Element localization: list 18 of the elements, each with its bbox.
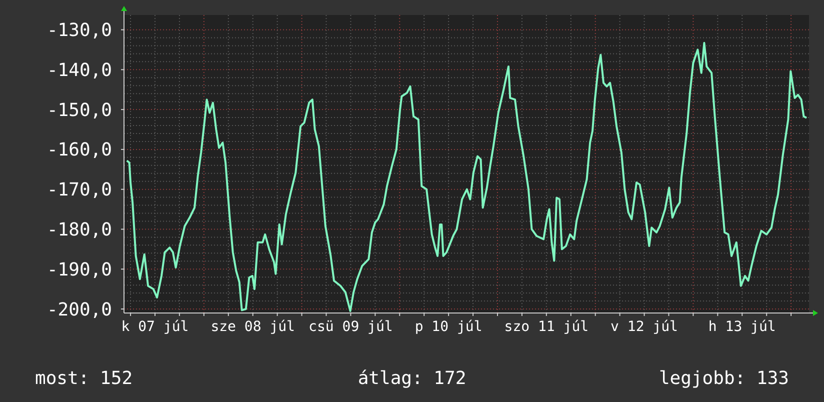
y-tick-label: -200,0 — [46, 299, 112, 320]
y-tick-label: -190,0 — [46, 259, 112, 280]
y-tick-label: -180,0 — [46, 220, 112, 241]
text: legjobb: 133 — [658, 368, 789, 389]
x-tick-label: csü 09 júl — [308, 319, 393, 335]
x-tick-label: szo 11 júl — [504, 319, 589, 335]
x-tick-label: h 13 júl — [708, 319, 776, 335]
text: most: 152 — [35, 368, 133, 389]
x-tick-label: sze 08 júl — [210, 319, 295, 335]
x-tick-label: p 10 júl — [414, 319, 482, 335]
x-tick-label: v 12 júl — [610, 319, 678, 335]
y-tick-label: -170,0 — [46, 180, 112, 201]
text: átlag: 172 — [358, 368, 466, 389]
y-tick-label: -130,0 — [46, 20, 112, 42]
y-tick-label: -140,0 — [46, 60, 112, 81]
x-tick-label: k 07 júl — [121, 319, 189, 335]
y-tick-label: -150,0 — [46, 100, 112, 121]
y-tick-label: -160,0 — [46, 140, 112, 161]
